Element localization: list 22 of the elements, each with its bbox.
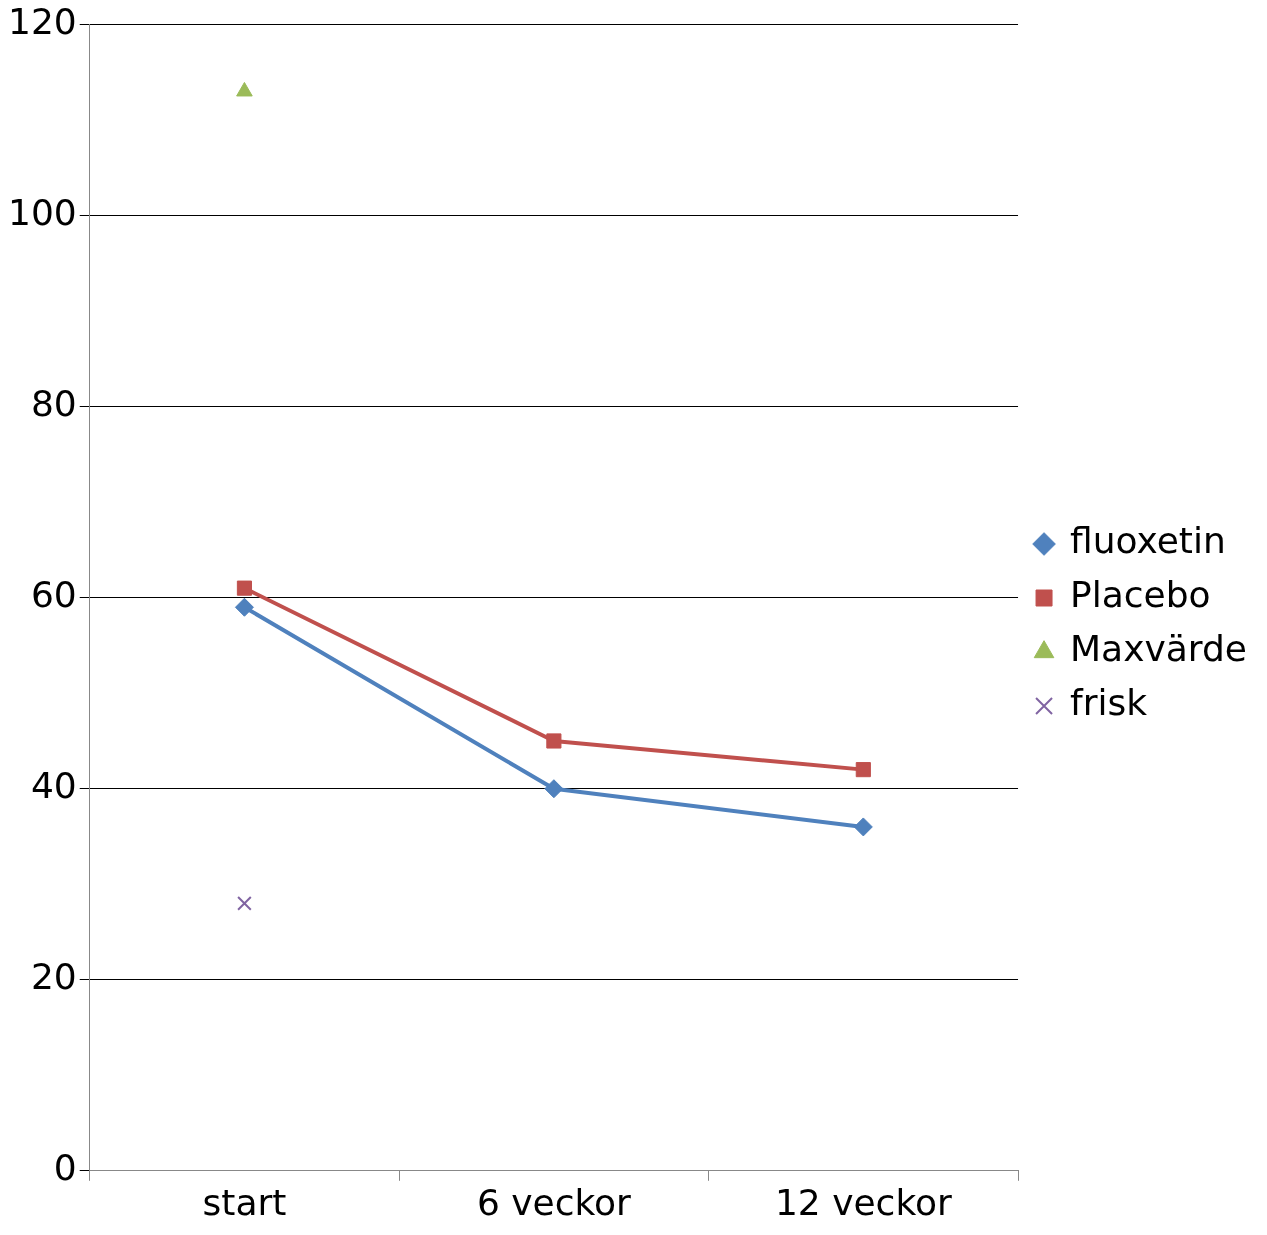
x-tick-label: start bbox=[202, 1181, 287, 1223]
legend-label: Maxvärde bbox=[1070, 628, 1248, 670]
point bbox=[234, 597, 254, 617]
y-tick-label: 20 bbox=[30, 956, 77, 998]
x-tick-label: 6 veckor bbox=[476, 1181, 632, 1223]
legend-label: frisk bbox=[1070, 682, 1148, 724]
y-tick-label: 40 bbox=[30, 765, 77, 807]
point bbox=[855, 762, 871, 778]
y-tick-label: 120 bbox=[7, 0, 77, 42]
point bbox=[853, 817, 873, 837]
x-tick-label: 12 veckor bbox=[774, 1181, 952, 1223]
y-tick-label: 100 bbox=[7, 191, 77, 233]
point bbox=[236, 580, 253, 596]
y-tick-label: 0 bbox=[53, 1147, 77, 1189]
point bbox=[546, 733, 562, 749]
legend-label: Placebo bbox=[1070, 574, 1211, 616]
point bbox=[544, 779, 564, 799]
legend-label: fluoxetin bbox=[1070, 520, 1226, 562]
point bbox=[236, 81, 253, 97]
point bbox=[237, 895, 252, 911]
y-tick-label: 80 bbox=[30, 383, 77, 425]
y-tick-label: 60 bbox=[30, 574, 77, 616]
